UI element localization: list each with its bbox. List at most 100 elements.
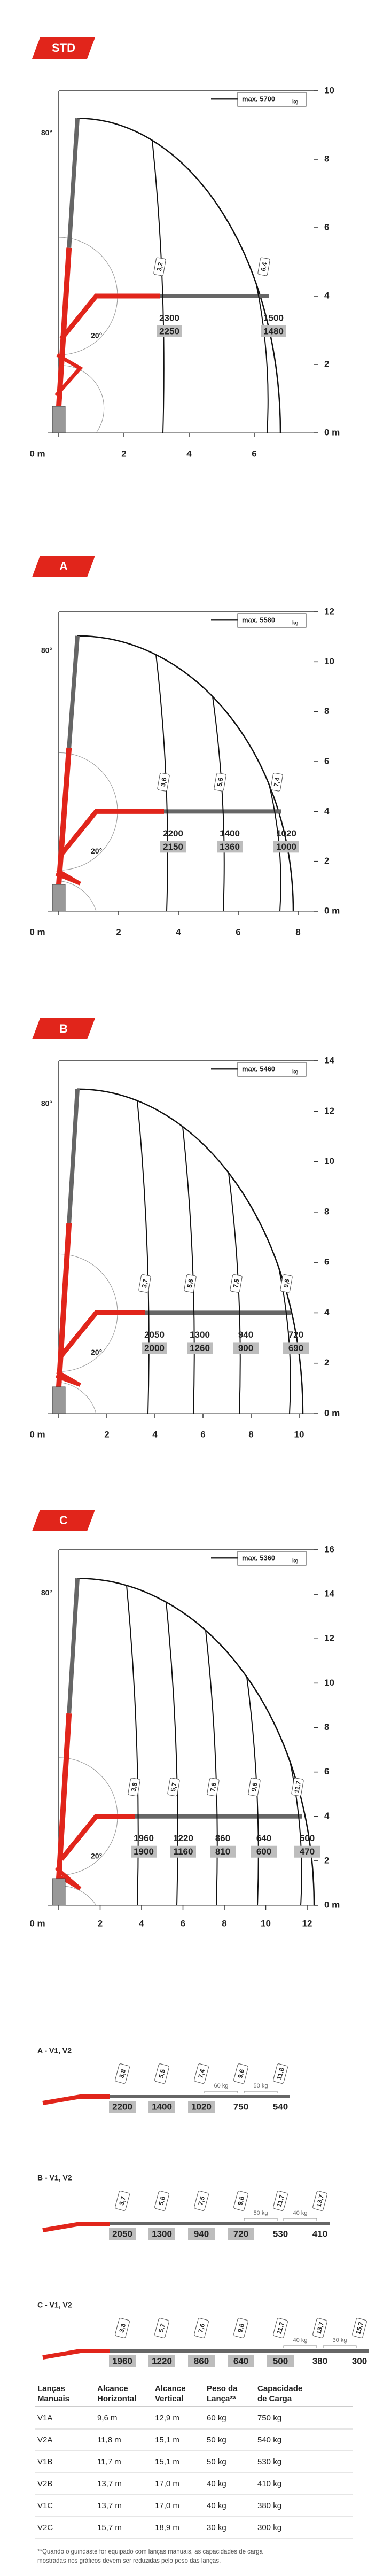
table-cell: 40 kg — [207, 2479, 226, 2488]
reach-label: 15,7 — [354, 2321, 365, 2335]
reach-tag: 9,6 — [248, 1778, 261, 1797]
reach-label: 11,7 — [275, 2194, 285, 2208]
reach-box — [194, 2063, 209, 2084]
reach-label: 13,7 — [315, 2321, 325, 2335]
reach-tag: 11,7 — [291, 1778, 304, 1797]
table-cell: V2B — [37, 2479, 52, 2488]
y-tick-label: 2 — [324, 1357, 329, 1368]
x-tick-label: 2 — [116, 927, 121, 937]
load-bottom: 900 — [238, 1343, 253, 1353]
weight-label: 50 kg — [254, 2210, 268, 2216]
y-tick-label: 10 — [324, 656, 334, 666]
y-tick-label: 8 — [324, 1206, 329, 1216]
x-tick-label: 2 — [121, 448, 126, 459]
reach-curve — [212, 696, 225, 912]
reach-tag: 3,6 — [157, 772, 170, 792]
y-tick-label: 2 — [324, 856, 329, 866]
reach-curve — [137, 1100, 150, 1414]
table-cell: 40 kg — [207, 2501, 226, 2510]
reach-label: 7,4 — [197, 2068, 206, 2079]
table-cell: 17,0 m — [155, 2501, 179, 2510]
reach-tag: 9,6 — [280, 1274, 293, 1293]
reach-label: 3,8 — [118, 2068, 127, 2079]
reach-label: 7,6 — [209, 1782, 218, 1792]
table-cell: 540 kg — [257, 2435, 281, 2445]
y-tick-label: 10 — [324, 85, 334, 95]
weight-label: 60 kg — [214, 2083, 229, 2089]
load-top: 1300 — [190, 1330, 210, 1340]
max-label: max. 5700 — [242, 95, 275, 103]
reach-tag: 3,8 — [115, 2318, 130, 2338]
load-top: 940 — [238, 1330, 253, 1340]
reach-label: 9,6 — [250, 1782, 259, 1792]
reach-box — [291, 1778, 304, 1797]
reach-box — [154, 2191, 169, 2211]
table-header: de Carga — [257, 2394, 292, 2403]
y-tick-label: 0 m — [324, 427, 340, 437]
crane-base — [52, 884, 66, 912]
load-label: 640 — [233, 2356, 248, 2366]
reach-tag: 7,5 — [194, 2191, 209, 2211]
table-cell: 13,7 m — [97, 2501, 122, 2510]
x-tick-label: 0 m — [29, 448, 45, 459]
load-bottom: 1160 — [174, 1846, 193, 1857]
x-tick-label: 8 — [222, 1918, 226, 1928]
load-box — [188, 2228, 215, 2240]
load-label: 750 — [233, 2101, 248, 2112]
angle-low: 20° — [91, 331, 102, 340]
max-box — [237, 1062, 307, 1077]
reach-box — [233, 2318, 248, 2338]
reach-box — [194, 2191, 209, 2211]
x-tick-label: 12 — [302, 1918, 312, 1928]
reach-box — [153, 257, 166, 276]
load-top: 1400 — [220, 828, 240, 839]
reach-box — [312, 2191, 327, 2211]
weight-label: 30 kg — [333, 2337, 347, 2344]
reach-curve — [126, 1585, 139, 1906]
x-tick-label: 6 — [181, 1918, 185, 1928]
load-box — [157, 325, 182, 337]
load-box — [233, 1342, 259, 1354]
load-box — [267, 2355, 294, 2367]
table-header: Lanças — [37, 2384, 65, 2393]
load-label: 1300 — [152, 2229, 172, 2239]
y-tick-label: 14 — [324, 1589, 334, 1599]
table-cell: V1C — [37, 2501, 53, 2510]
reach-label: 7,5 — [197, 2195, 206, 2206]
table-cell: V1B — [37, 2457, 52, 2466]
section-label: A — [59, 560, 68, 573]
load-box — [148, 2355, 175, 2367]
load-box — [188, 2101, 215, 2113]
crane-base — [52, 1878, 66, 1906]
table-header: Horizontal — [97, 2394, 136, 2403]
table-cell: 15,1 m — [155, 2457, 179, 2466]
load-box — [109, 2101, 136, 2113]
max-unit: kg — [292, 1069, 299, 1075]
x-tick-label: 8 — [295, 927, 300, 937]
reach-box — [167, 1778, 180, 1797]
reach-tag: 5,5 — [214, 772, 226, 792]
x-tick-label: 0 m — [29, 1429, 45, 1439]
reach-tag: 5,6 — [184, 1274, 197, 1293]
y-tick-label: 12 — [324, 1633, 334, 1643]
swing-arc — [58, 365, 105, 433]
max-unit: kg — [292, 1558, 299, 1564]
reach-box — [273, 2063, 288, 2084]
reach-box — [230, 1274, 243, 1293]
load-box — [148, 2101, 175, 2113]
y-tick-label: 6 — [324, 1766, 329, 1776]
reach-box — [214, 772, 226, 792]
swing-arc — [58, 880, 97, 912]
load-box — [148, 2228, 175, 2240]
reach-label: 9,6 — [236, 2195, 246, 2206]
load-label: 2200 — [112, 2101, 132, 2112]
table-cell: 18,9 m — [155, 2523, 179, 2532]
y-tick-label: 10 — [324, 1156, 334, 1166]
envelope-curve — [77, 635, 294, 912]
reach-box — [194, 2318, 209, 2338]
load-label: 1960 — [112, 2356, 132, 2366]
reach-label: 7,4 — [272, 777, 281, 787]
reach-label: 3,7 — [118, 2195, 127, 2206]
reach-tag: 7,6 — [207, 1778, 220, 1797]
